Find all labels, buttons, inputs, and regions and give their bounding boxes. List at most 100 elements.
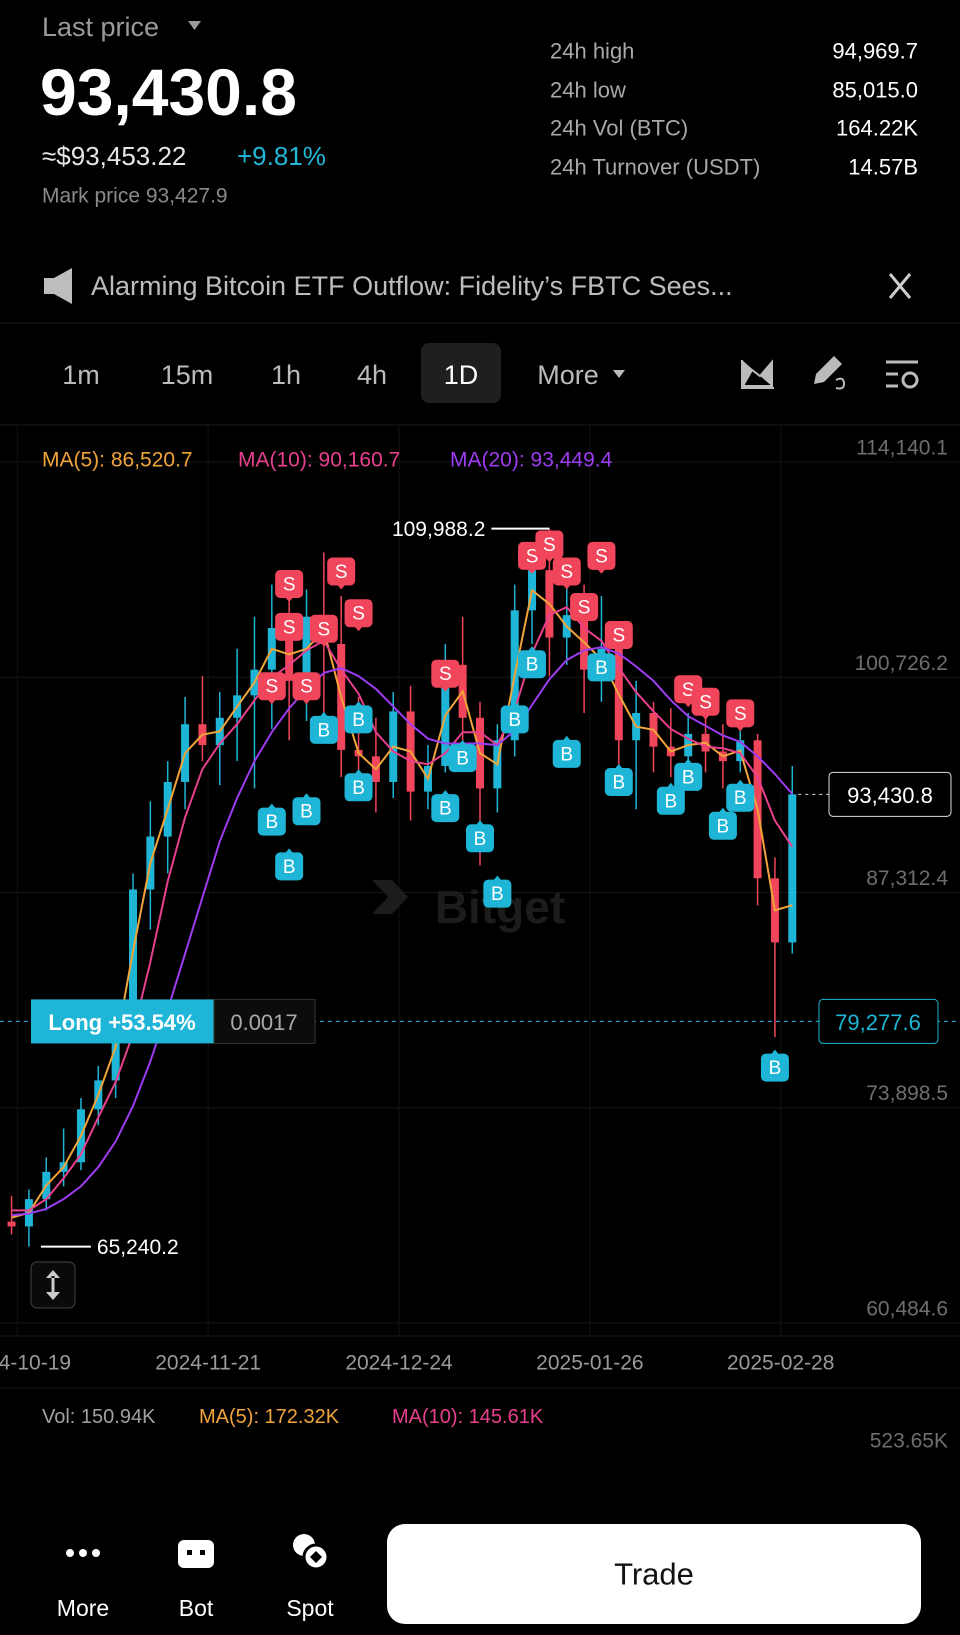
trade-marker[interactable]: B [448, 740, 477, 773]
draw-icon[interactable] [835, 377, 846, 390]
trade-marker[interactable]: S [292, 672, 321, 705]
trade-marker[interactable]: S [535, 530, 564, 563]
trade-marker-box[interactable] [674, 762, 703, 791]
settings-icon[interactable] [901, 371, 919, 389]
nav-label[interactable]: Bot [179, 1595, 214, 1621]
trade-marker-box[interactable] [760, 1053, 789, 1082]
trade-marker-box[interactable] [431, 794, 460, 823]
trade-marker-box[interactable] [483, 879, 512, 908]
trade-marker-box[interactable] [344, 705, 373, 734]
trade-marker-box[interactable] [552, 739, 581, 768]
tab[interactable]: 1D [444, 360, 479, 390]
chart-type-icon[interactable] [741, 359, 774, 389]
trade-marker-box[interactable] [726, 699, 755, 728]
trade-marker[interactable]: S [587, 541, 616, 574]
nav-more[interactable]: More [57, 1549, 109, 1621]
trade-marker[interactable]: B [309, 711, 338, 744]
price-type[interactable]: Last price [42, 12, 159, 42]
trade-marker[interactable]: B [552, 735, 581, 768]
trade-marker-box[interactable] [604, 767, 633, 796]
trade-marker[interactable]: S [570, 592, 599, 625]
trade-marker-box[interactable] [535, 530, 564, 559]
tab[interactable]: 1m [62, 360, 100, 390]
trade-marker[interactable]: B [604, 763, 633, 796]
trade-marker[interactable]: B [275, 848, 304, 881]
trade-marker[interactable]: B [344, 701, 373, 734]
trade-marker[interactable]: B [656, 782, 685, 815]
trade-marker-box[interactable] [587, 653, 616, 682]
trade-marker[interactable]: S [275, 612, 304, 645]
trade-marker-box[interactable] [431, 659, 460, 688]
trade-marker-box[interactable] [292, 797, 321, 826]
trade-marker-box[interactable] [344, 773, 373, 802]
nav-bot[interactable]: Bot [178, 1540, 214, 1621]
trade-marker-box[interactable] [275, 569, 304, 598]
scale-button[interactable] [30, 1261, 76, 1309]
trade-marker[interactable]: B [726, 779, 755, 812]
trade-marker[interactable]: B [500, 701, 529, 734]
trade-marker[interactable]: S [726, 699, 755, 732]
nav-label[interactable]: Spot [286, 1595, 334, 1621]
trade-marker[interactable]: B [257, 803, 286, 836]
position-tag-bg[interactable] [31, 999, 214, 1044]
tab[interactable]: 1h [271, 360, 301, 390]
trade-button[interactable]: Trade [387, 1524, 921, 1624]
settings-icon[interactable] [886, 360, 918, 388]
trade-marker[interactable]: S [327, 557, 356, 590]
trade-marker-box[interactable] [309, 614, 338, 643]
trade-marker-box[interactable] [448, 744, 477, 773]
trade-marker[interactable]: S [604, 621, 633, 654]
trade-marker[interactable]: B [344, 769, 373, 802]
trade-marker[interactable]: S [275, 569, 304, 602]
trade-marker-box[interactable] [587, 541, 616, 570]
trade-marker[interactable]: B [518, 646, 547, 679]
close-icon[interactable] [888, 273, 912, 299]
trade-marker[interactable]: S [344, 599, 373, 632]
trade-marker[interactable]: B [483, 875, 512, 908]
trade-marker-box[interactable] [292, 672, 321, 701]
trade-marker[interactable]: B [466, 820, 494, 853]
trade-marker-box[interactable] [518, 650, 547, 679]
dropdown-arrow[interactable] [613, 370, 625, 378]
trade-marker-box[interactable] [570, 592, 599, 621]
trade-marker[interactable]: B [431, 790, 460, 823]
trade-marker[interactable]: B [674, 758, 703, 791]
trade-marker-box[interactable] [257, 807, 286, 836]
trade-marker[interactable]: S [431, 659, 460, 692]
trade-marker[interactable]: B [587, 649, 616, 682]
trade-marker-box[interactable] [726, 783, 755, 812]
nav-spot[interactable]: Spot [286, 1534, 334, 1621]
nav-label[interactable]: More [57, 1595, 109, 1621]
active-tab-bg[interactable] [421, 343, 501, 403]
dropdown-arrow[interactable] [188, 21, 201, 30]
trade-button-bg[interactable] [387, 1524, 921, 1624]
trade-marker-box[interactable] [275, 852, 304, 881]
trade-marker-box[interactable] [708, 811, 737, 840]
trade-label[interactable]: Trade [614, 1557, 694, 1592]
trade-marker[interactable]: B [292, 793, 321, 826]
position-tag[interactable]: Long +53.54% [48, 1010, 195, 1035]
trade-marker[interactable]: S [257, 672, 286, 705]
trade-marker-box[interactable] [309, 715, 338, 744]
trade-marker[interactable]: B [708, 807, 737, 840]
trade-marker-box[interactable] [552, 557, 581, 586]
trade-marker-box[interactable] [275, 612, 304, 641]
trade-marker-box[interactable] [691, 687, 720, 716]
tab[interactable]: More [537, 360, 599, 390]
trade-marker-box[interactable] [257, 672, 286, 701]
tab[interactable]: 15m [161, 360, 214, 390]
news-text[interactable]: Alarming Bitcoin ETF Outflow: Fidelity’s… [91, 271, 733, 301]
trade-marker[interactable]: S [552, 557, 581, 590]
trade-marker[interactable]: S [691, 687, 720, 720]
tab[interactable]: 4h [357, 360, 387, 390]
trade-marker-box[interactable] [344, 599, 373, 628]
trade-marker-box[interactable] [466, 824, 494, 853]
trade-marker-box[interactable] [604, 621, 633, 650]
trade-marker-box[interactable] [500, 705, 529, 734]
trade-marker[interactable]: B [760, 1049, 789, 1082]
trade-marker-box[interactable] [327, 557, 356, 586]
trade-marker-box[interactable] [656, 786, 685, 815]
draw-icon[interactable] [814, 356, 842, 384]
news-bar[interactable]: Alarming Bitcoin ETF Outflow: Fidelity’s… [44, 268, 912, 304]
trade-marker[interactable]: S [309, 614, 338, 647]
